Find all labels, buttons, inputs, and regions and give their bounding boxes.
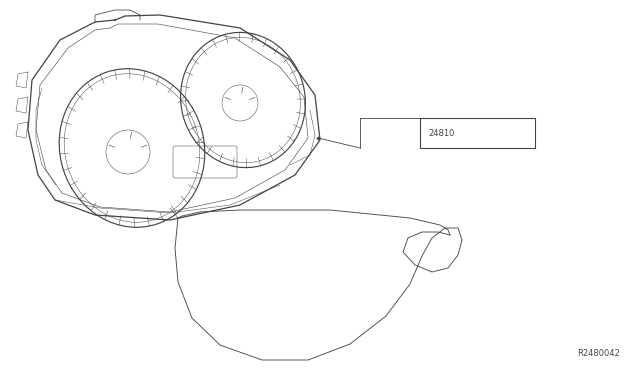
Text: R2480042: R2480042: [577, 349, 620, 358]
Text: 24810: 24810: [428, 128, 454, 138]
